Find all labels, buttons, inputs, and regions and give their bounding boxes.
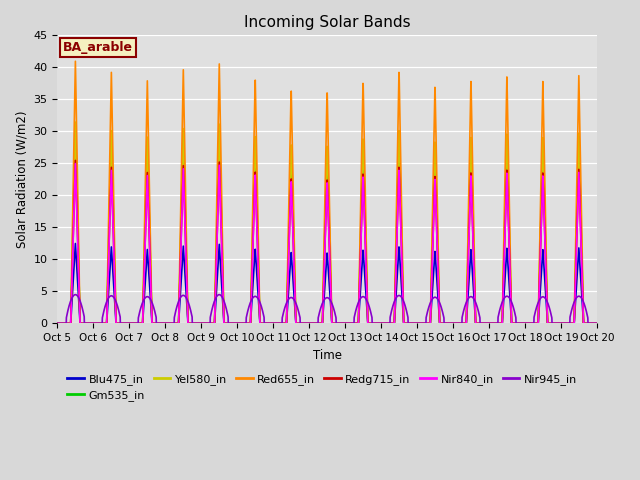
X-axis label: Time: Time [312, 349, 342, 362]
Y-axis label: Solar Radiation (W/m2): Solar Radiation (W/m2) [15, 110, 28, 248]
Legend: Blu475_in, Gm535_in, Yel580_in, Red655_in, Redg715_in, Nir840_in, Nir945_in: Blu475_in, Gm535_in, Yel580_in, Red655_i… [63, 369, 582, 406]
Title: Incoming Solar Bands: Incoming Solar Bands [244, 15, 410, 30]
Text: BA_arable: BA_arable [63, 41, 132, 54]
